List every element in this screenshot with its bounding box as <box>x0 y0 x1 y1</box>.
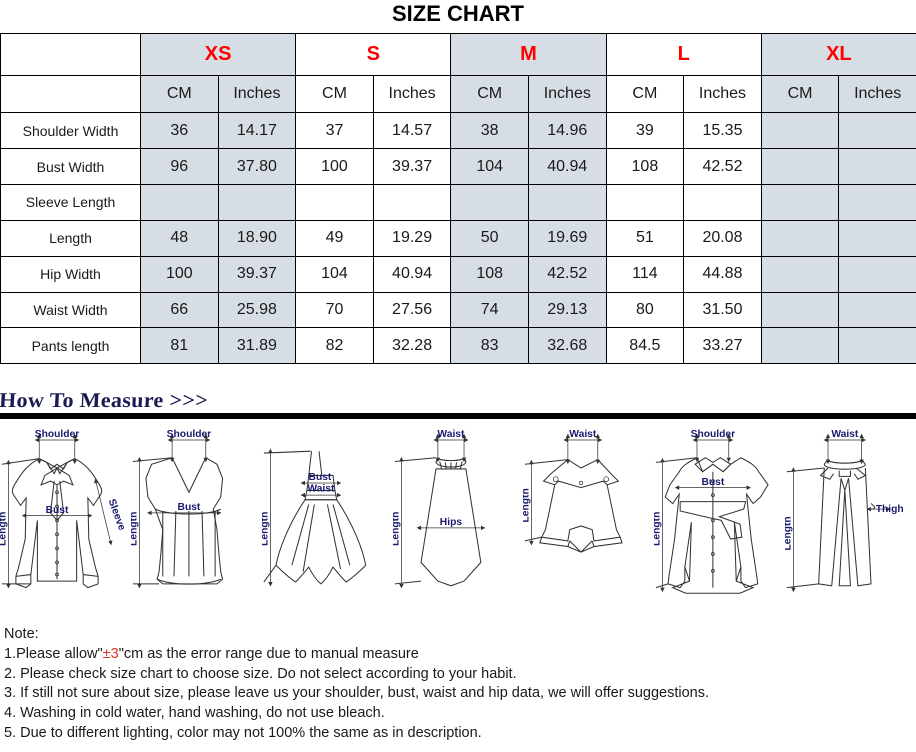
svg-text:Waist: Waist <box>437 429 465 440</box>
svg-text:Waist: Waist <box>570 429 598 440</box>
svg-text:Thigh: Thigh <box>876 504 904 515</box>
svg-text:Bust: Bust <box>702 477 725 488</box>
svg-text:Waist: Waist <box>831 429 859 440</box>
svg-text:Length: Length <box>393 512 402 546</box>
svg-text:Sleeve: Sleeve <box>106 498 128 533</box>
svg-text:Length: Length <box>654 512 663 546</box>
svg-text:Shoulder: Shoulder <box>167 429 212 440</box>
svg-text:Length: Length <box>131 512 140 546</box>
svg-text:Shoulder: Shoulder <box>35 429 80 440</box>
svg-text:Length: Length <box>262 512 271 546</box>
svg-text:Bust: Bust <box>308 472 331 483</box>
svg-text:Shoulder: Shoulder <box>691 429 736 440</box>
svg-text:Length: Length <box>0 512 9 546</box>
svg-text:Bust: Bust <box>177 502 200 513</box>
svg-text:Length: Length <box>523 488 532 522</box>
svg-text:Hips: Hips <box>439 517 462 528</box>
svg-text:Length: Length <box>785 517 794 551</box>
svg-text:Waist: Waist <box>307 484 335 495</box>
svg-text:Bust: Bust <box>46 505 69 516</box>
